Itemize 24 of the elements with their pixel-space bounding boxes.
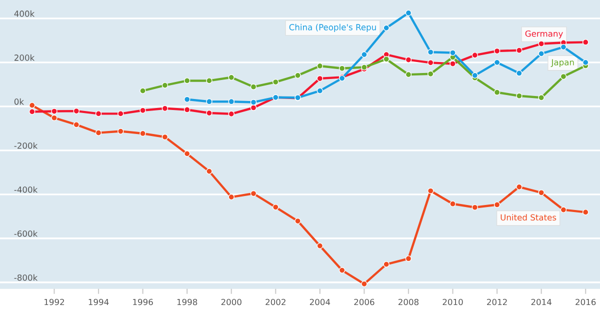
x-tick-label: 2016 — [576, 298, 596, 306]
y-tick-label: 0k — [14, 98, 24, 105]
x-tick-label: 2004 — [310, 298, 330, 306]
x-tick-label: 2008 — [398, 298, 419, 306]
y-tick-label: -200k — [14, 142, 38, 149]
x-tick-label: 2012 — [487, 298, 507, 306]
y-tick-label: 400k — [14, 10, 35, 17]
series-label: Japan — [550, 59, 574, 68]
series-label: China (People's Repu — [289, 24, 376, 32]
y-tick-label: -400k — [14, 186, 38, 193]
x-tick-label: 2006 — [354, 298, 374, 306]
x-tick-label: 1996 — [133, 298, 153, 306]
x-tick-label: 2010 — [442, 298, 463, 306]
series-label: Germany — [525, 30, 563, 38]
y-tick-label: -800k — [14, 274, 38, 281]
y-tick-label: -600k — [14, 230, 38, 237]
x-tick-label: 2014 — [531, 298, 552, 306]
x-tick-label: 1994 — [88, 298, 109, 306]
x-tick-label: 2002 — [266, 298, 286, 306]
y-tick-label: 200k — [14, 54, 35, 61]
x-tick-label: 2000 — [221, 298, 242, 306]
x-tick-label: 1998 — [177, 298, 198, 306]
series-label: United States — [500, 214, 556, 221]
x-tick-label: 1992 — [44, 298, 64, 306]
